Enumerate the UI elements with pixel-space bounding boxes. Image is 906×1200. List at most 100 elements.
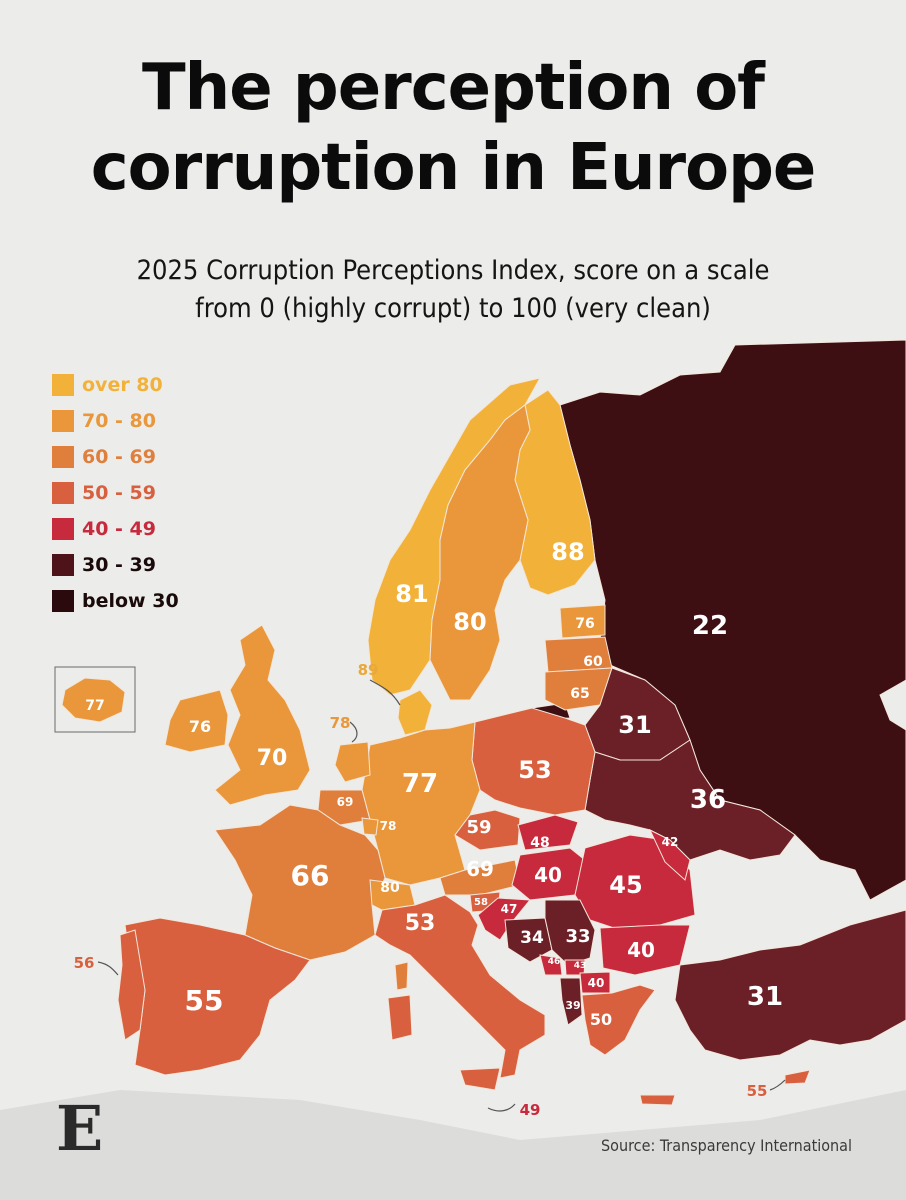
region-slovakia	[517, 814, 579, 851]
legend-swatch	[52, 446, 74, 468]
score-czechia: 59	[466, 817, 491, 838]
region-italy	[374, 894, 546, 1079]
score-albania: 39	[565, 999, 580, 1012]
score-latvia: 60	[583, 654, 603, 670]
score-portugal: 56	[74, 954, 95, 972]
legend-item: 40 - 49	[52, 511, 179, 547]
region-estonia	[559, 604, 606, 639]
region-sicily	[459, 1067, 501, 1091]
region-russia	[559, 339, 906, 901]
score-north-macedonia: 40	[588, 976, 605, 990]
score-finland: 88	[551, 538, 584, 566]
region-czechia	[454, 809, 521, 851]
score-norway: 81	[395, 580, 428, 608]
leader-cyprus	[769, 1079, 786, 1091]
score-romania: 45	[609, 871, 642, 899]
region-luxembourg	[361, 817, 379, 836]
score-montenegro: 46	[548, 957, 561, 967]
score-lithuania: 65	[570, 686, 589, 702]
region-greece	[581, 984, 656, 1056]
legend-item: 30 - 39	[52, 547, 179, 583]
legend-item: below 30	[52, 583, 179, 619]
source-credit: Source: Transparency International	[601, 1136, 852, 1155]
legend-swatch	[52, 518, 74, 540]
score-belgium: 69	[337, 795, 354, 809]
leader-denmark	[369, 679, 401, 706]
subtitle-line-1: 2025 Corruption Perceptions Index, score…	[136, 255, 770, 286]
legend-item: over 80	[52, 367, 179, 403]
region-corsica	[394, 961, 409, 991]
score-cyprus: 55	[747, 1082, 768, 1100]
score-hungary: 40	[534, 863, 562, 887]
score-france: 66	[291, 859, 330, 892]
region-albania	[559, 977, 583, 1026]
score-bosnia: 34	[520, 928, 544, 948]
subtitle: 2025 Corruption Perceptions Index, score…	[0, 252, 906, 328]
score-ukraine: 36	[690, 785, 726, 815]
region-ukraine	[584, 739, 796, 861]
legend-label: 50 - 59	[82, 482, 156, 504]
score-spain: 55	[185, 984, 224, 1017]
legend-item: 50 - 59	[52, 475, 179, 511]
score-slovakia: 48	[530, 835, 549, 851]
score-austria: 69	[466, 857, 494, 881]
legend-swatch	[52, 482, 74, 504]
score-denmark: 89	[358, 661, 379, 679]
score-slovenia: 58	[474, 897, 488, 908]
score-turkey: 31	[747, 982, 783, 1012]
score-serbia: 33	[565, 926, 590, 947]
score-belarus: 31	[618, 711, 651, 739]
score-iceland: 77	[85, 698, 104, 714]
score-ireland: 76	[189, 717, 211, 736]
region-portugal	[117, 929, 146, 1041]
land-africa	[0, 1090, 906, 1200]
legend-label: 30 - 39	[82, 554, 156, 576]
legend-label: 40 - 49	[82, 518, 156, 540]
legend-swatch	[52, 554, 74, 576]
region-moldova	[648, 828, 691, 881]
score-kosovo: 43	[574, 961, 587, 971]
region-ireland	[164, 689, 229, 753]
score-germany: 77	[402, 769, 438, 799]
region-turkey	[674, 909, 906, 1061]
score-netherlands: 78	[330, 714, 351, 732]
legend-swatch	[52, 590, 74, 612]
legend-item: 70 - 80	[52, 403, 179, 439]
score-sweden: 80	[453, 608, 486, 636]
score-croatia: 47	[501, 902, 518, 916]
score-moldova: 42	[662, 835, 679, 849]
legend-label: over 80	[82, 374, 163, 396]
legend-swatch	[52, 410, 74, 432]
region-croatia	[477, 897, 532, 941]
legend-label: 60 - 69	[82, 446, 156, 468]
region-united-kingdom	[214, 624, 311, 806]
score-malta: 49	[520, 1101, 541, 1119]
region-belgium	[317, 789, 371, 826]
legend-item: 60 - 69	[52, 439, 179, 475]
region-crete	[639, 1094, 676, 1106]
title-line-1: The perception of	[142, 51, 765, 125]
region-cyprus	[784, 1069, 811, 1085]
page-title: The perception of corruption in Europe	[0, 48, 906, 208]
score-uk: 70	[257, 746, 288, 771]
leader-portugal	[97, 961, 119, 976]
score-estonia: 76	[575, 616, 594, 632]
region-sweden	[429, 404, 531, 701]
region-denmark	[397, 689, 433, 736]
iceland-inset-frame	[54, 666, 136, 733]
region-iceland	[61, 677, 126, 723]
score-luxembourg: 78	[380, 819, 397, 833]
score-greece: 50	[590, 1010, 612, 1029]
legend-swatch	[52, 374, 74, 396]
score-italy: 53	[405, 911, 436, 936]
score-switzerland: 80	[380, 880, 400, 896]
leader-malta	[487, 1103, 516, 1112]
region-lithuania	[544, 667, 613, 711]
legend: over 80 70 - 80 60 - 69 50 - 59 40 - 49 …	[52, 367, 179, 619]
region-montenegro	[539, 954, 563, 976]
subtitle-line-2: from 0 (highly corrupt) to 100 (very cle…	[195, 293, 711, 324]
legend-label: 70 - 80	[82, 410, 156, 432]
legend-label: below 30	[82, 590, 179, 612]
publisher-logo: E	[56, 1092, 104, 1165]
